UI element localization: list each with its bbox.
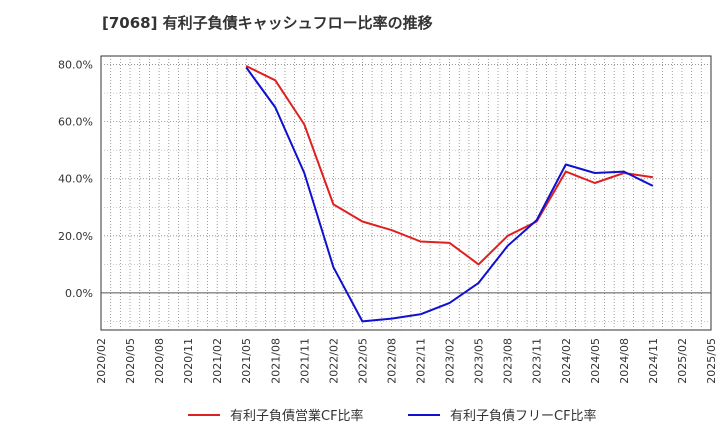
x-tick-label: 2024/05 bbox=[589, 338, 602, 384]
legend: 有利子負債営業CF比率 有利子負債フリーCF比率 bbox=[188, 408, 597, 424]
y-tick-label: 80.0% bbox=[58, 59, 93, 72]
x-tick-label: 2022/11 bbox=[415, 338, 428, 384]
x-tick-label: 2020/08 bbox=[153, 338, 166, 384]
plot-area bbox=[100, 55, 712, 331]
y-axis: 0.0% 20.0% 40.0% 60.0% 80.0% bbox=[58, 59, 93, 300]
x-tick-label: 2024/02 bbox=[560, 338, 573, 384]
x-tick-label: 2022/08 bbox=[385, 338, 398, 384]
legend-label-2: 有利子負債フリーCF比率 bbox=[450, 408, 597, 424]
x-tick-label: 2024/11 bbox=[647, 338, 660, 384]
x-tick-label: 2020/11 bbox=[182, 338, 195, 384]
x-tick-label: 2020/02 bbox=[95, 338, 108, 384]
x-tick-label: 2021/11 bbox=[298, 338, 311, 384]
x-tick-label: 2022/02 bbox=[327, 338, 340, 384]
grid bbox=[100, 55, 712, 331]
series-line-1 bbox=[245, 65, 654, 266]
series-line-2 bbox=[245, 66, 654, 323]
x-tick-label: 2023/05 bbox=[473, 338, 486, 384]
x-tick-label: 2021/02 bbox=[211, 338, 224, 384]
x-tick-label: 2024/08 bbox=[618, 338, 631, 384]
series-lines bbox=[245, 65, 654, 323]
y-tick-label: 40.0% bbox=[58, 173, 93, 186]
y-tick-label: 60.0% bbox=[58, 116, 93, 129]
x-tick-label: 2023/02 bbox=[444, 338, 457, 384]
x-tick-label: 2023/11 bbox=[531, 338, 544, 384]
chart-title: [7068] 有利子負債キャッシュフロー比率の推移 bbox=[102, 14, 433, 32]
x-tick-label: 2021/08 bbox=[269, 338, 282, 384]
legend-label-1: 有利子負債営業CF比率 bbox=[230, 408, 364, 424]
y-tick-label: 20.0% bbox=[58, 230, 93, 243]
x-tick-label: 2020/05 bbox=[124, 338, 137, 384]
x-tick-label: 2022/05 bbox=[356, 338, 369, 384]
y-tick-label: 0.0% bbox=[65, 287, 93, 300]
x-tick-label: 2025/05 bbox=[705, 338, 718, 384]
x-tick-label: 2025/02 bbox=[676, 338, 689, 384]
x-axis: 2020/02 2020/05 2020/08 2020/11 2021/02 2021/… bbox=[95, 338, 718, 384]
x-tick-label: 2021/05 bbox=[240, 338, 253, 384]
x-tick-label: 2023/08 bbox=[502, 338, 515, 384]
